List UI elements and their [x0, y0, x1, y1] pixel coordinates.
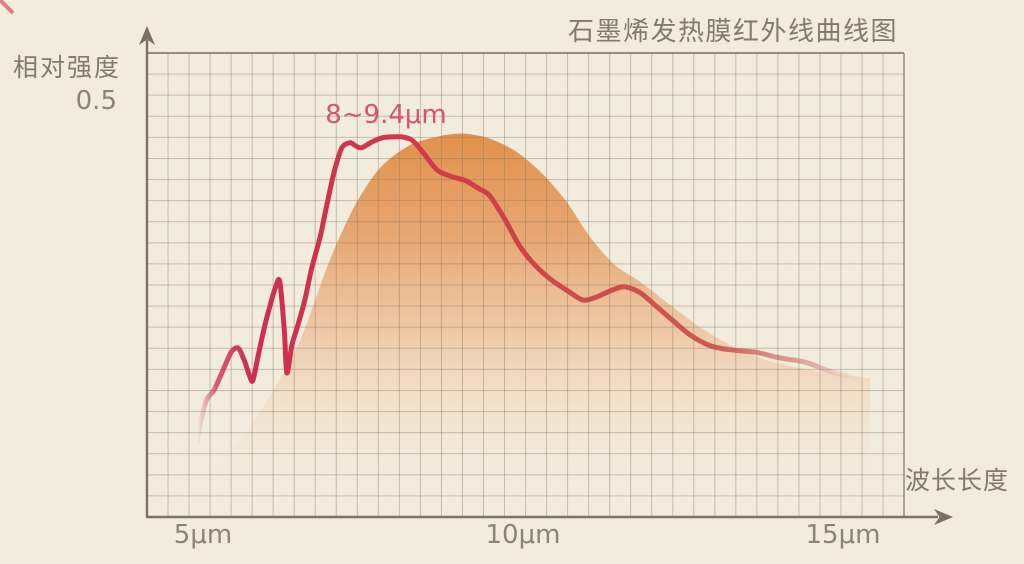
- chart-title: 石墨烯发热膜红外线曲线图: [568, 17, 899, 47]
- peak-range-annotation: 8~9.4μm: [325, 100, 447, 130]
- x-axis-title: 波长长度: [905, 466, 1010, 495]
- x-axis-arrow-icon: [934, 509, 953, 525]
- intensity-curve: [194, 134, 858, 445]
- x-tick-15um: 15μm: [805, 520, 881, 550]
- radiation-area-fill: [215, 133, 870, 505]
- axes: [139, 26, 953, 525]
- grid-lines: [146, 52, 905, 518]
- corner-mark: [0, 0, 15, 15]
- y-axis-arrow-icon: [139, 26, 155, 45]
- x-tick-10um: 10μm: [485, 520, 561, 550]
- y-tick-label: 0.5: [75, 86, 117, 116]
- x-tick-5um: 5μm: [173, 520, 233, 550]
- y-axis-title: 相对强度: [13, 53, 122, 82]
